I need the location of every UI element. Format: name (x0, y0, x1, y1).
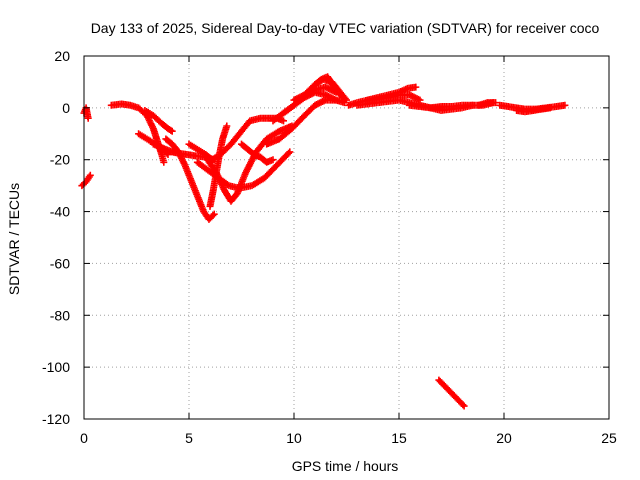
data-point (160, 158, 168, 166)
data-point (280, 117, 287, 125)
data-point (223, 122, 231, 130)
data-point (210, 210, 218, 218)
y-tick-label: -40 (50, 204, 70, 220)
data-point (459, 401, 467, 409)
data-point (412, 83, 420, 91)
data-points (78, 73, 569, 410)
series-arc-17 (290, 83, 340, 104)
x-tick-label: 0 (80, 430, 88, 446)
series-arc-25 (475, 99, 500, 109)
data-point (343, 96, 350, 104)
gridlines (84, 56, 609, 419)
series-arc-01 (80, 104, 92, 122)
data-point (332, 96, 340, 104)
axis-ticks: 0 5 10 15 20 25 -120 -100 -80 -60 -40 -20 0 20 (42, 48, 617, 446)
series-arc-02 (78, 171, 94, 190)
chart-title: Day 133 of 2025, Sidereal Day-to-day VTE… (91, 20, 600, 36)
x-tick-label: 25 (601, 430, 617, 446)
data-point (167, 126, 175, 134)
plot-frame (83, 55, 610, 420)
data-point (285, 149, 293, 157)
x-tick-label: 10 (286, 430, 302, 446)
y-tick-label: 20 (54, 48, 70, 64)
y-tick-label: -100 (42, 359, 70, 375)
y-tick-label: -120 (42, 411, 70, 427)
series-arc-07 (162, 135, 218, 223)
x-tick-label: 20 (496, 430, 512, 446)
series-arc-13 (238, 140, 277, 166)
series-arc-05 (141, 106, 176, 135)
data-point (86, 171, 94, 179)
series-arc-11 (202, 122, 296, 205)
y-axis-label: SDTVAR / TECUs (6, 183, 22, 295)
y-tick-label: -80 (50, 307, 70, 323)
data-point (211, 154, 219, 162)
data-point (341, 95, 349, 103)
x-tick-label: 15 (391, 430, 407, 446)
data-point (492, 99, 500, 107)
data-point (460, 402, 468, 410)
data-point (561, 101, 569, 109)
y-tick-label: -20 (50, 152, 70, 168)
y-tick-label: 0 (62, 100, 70, 116)
data-point (286, 148, 294, 156)
data-point (212, 153, 220, 161)
data-point (269, 156, 277, 164)
series-arc-14 (263, 96, 348, 148)
x-axis-label: GPS time / hours (292, 458, 399, 474)
data-point (546, 104, 554, 112)
data-point (84, 114, 92, 122)
data-point (168, 127, 176, 135)
series-arc-24 (435, 376, 468, 410)
series-arc-18 (311, 75, 350, 104)
y-tick-label: -60 (50, 255, 70, 271)
data-point (209, 211, 217, 219)
x-tick-label: 5 (185, 430, 193, 446)
series-arc-27 (513, 104, 554, 116)
